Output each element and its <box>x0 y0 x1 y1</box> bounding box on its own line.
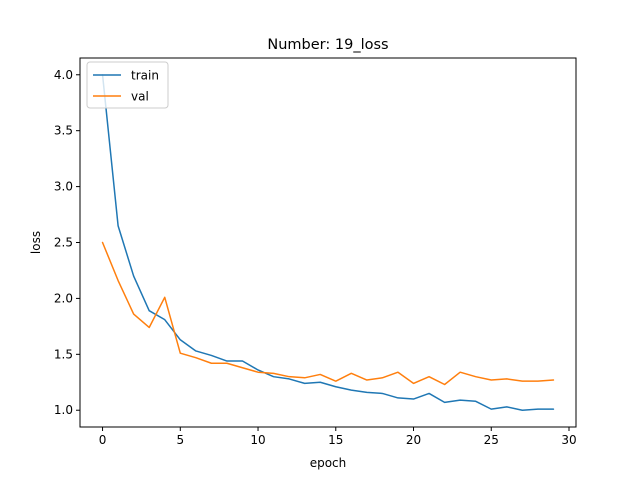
y-tick-label: 4.0 <box>54 68 73 82</box>
x-tick-label: 20 <box>406 433 421 447</box>
y-tick-label: 1.0 <box>54 403 73 417</box>
x-axis-ticks: 0 5 10 15 20 25 30 <box>99 427 577 447</box>
legend-label-train: train <box>131 69 159 83</box>
x-tick-label: 15 <box>328 433 343 447</box>
legend: train val <box>86 61 169 109</box>
series-line-val <box>101 241 555 386</box>
chart-title: Number: 19_loss <box>267 37 388 53</box>
y-axis-label: loss <box>29 231 43 254</box>
y-tick-label: 2.5 <box>54 236 73 250</box>
y-tick-label: 2.0 <box>54 291 73 305</box>
legend-label-val: val <box>131 90 149 104</box>
y-tick-label: 3.0 <box>54 180 73 194</box>
plot-area: 0 5 10 15 20 25 30 1.0 1.5 2.0 2.5 3.0 3.5 4.0 <box>54 57 577 447</box>
y-tick-label: 1.5 <box>54 347 73 361</box>
x-tick-label: 25 <box>484 433 499 447</box>
y-axis-ticks: 1.0 1.5 2.0 2.5 3.0 3.5 4.0 <box>54 68 80 417</box>
x-axis-label: epoch <box>310 456 347 470</box>
x-tick-label: 5 <box>176 433 184 447</box>
series-layer <box>101 74 555 411</box>
y-tick-label: 3.5 <box>54 124 73 138</box>
series-line-train <box>101 74 555 411</box>
x-tick-label: 0 <box>99 433 107 447</box>
x-tick-label: 10 <box>250 433 265 447</box>
x-tick-label: 30 <box>561 433 576 447</box>
